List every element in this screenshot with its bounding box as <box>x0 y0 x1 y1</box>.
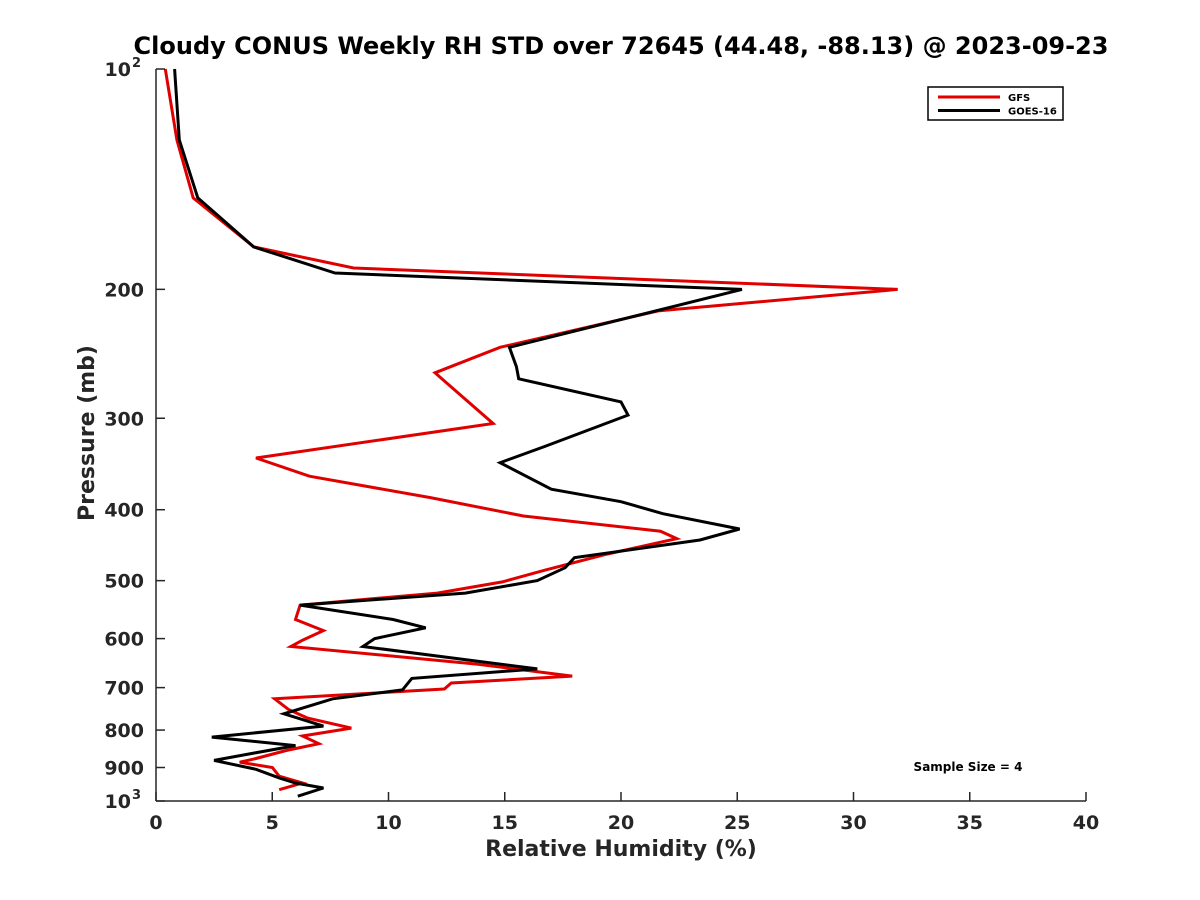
legend-label-goes-16: GOES-16 <box>1008 107 1057 118</box>
x-tick-label: 25 <box>724 812 750 834</box>
y-tick-label: 10 <box>105 791 131 813</box>
plot-area: 0 5 10 15 20 25 30 35 40 10 220030040050060070080… <box>104 56 1099 834</box>
legend-label-gfs: GFS <box>1008 93 1030 104</box>
x-tick-label: 20 <box>608 812 634 834</box>
y-tick-label: 800 <box>104 720 144 742</box>
sample-size-annotation: Sample Size = 4 <box>914 760 1023 774</box>
x-axis-label: Relative Humidity (%) <box>485 837 757 862</box>
chart-title: Cloudy CONUS Weekly RH STD over 72645 (4… <box>134 32 1109 60</box>
y-tick-label: 400 <box>104 500 144 522</box>
y-tick-label: 700 <box>104 678 144 700</box>
y-tick-label-exponent: 2 <box>132 56 141 71</box>
y-tick-label: 900 <box>104 758 144 780</box>
x-tick-label: 0 <box>149 812 162 834</box>
series-line-goes-16 <box>173 68 743 798</box>
y-tick-label: 10 <box>105 59 131 81</box>
x-tick-label: 35 <box>957 812 983 834</box>
legend: GFS GOES-16 <box>927 86 1064 121</box>
x-tick-label: 40 <box>1073 812 1099 834</box>
x-axis: 0 5 10 15 20 25 30 35 40 <box>149 792 1099 834</box>
axes-background <box>156 69 1086 801</box>
y-tick-label: 500 <box>104 571 144 593</box>
series-line-gfs <box>163 68 898 792</box>
x-tick-label: 30 <box>840 812 866 834</box>
x-tick-label: 5 <box>266 812 279 834</box>
y-tick-label: 300 <box>104 408 144 430</box>
y-tick-label: 600 <box>104 629 144 651</box>
legend-box <box>927 86 1064 121</box>
x-tick-label: 10 <box>375 812 401 834</box>
series-layer <box>163 68 898 798</box>
x-tick-label: 15 <box>492 812 518 834</box>
y-tick-label: 200 <box>104 279 144 301</box>
y-tick-label-exponent: 3 <box>132 788 141 803</box>
y-axis-label: Pressure (mb) <box>75 345 100 521</box>
